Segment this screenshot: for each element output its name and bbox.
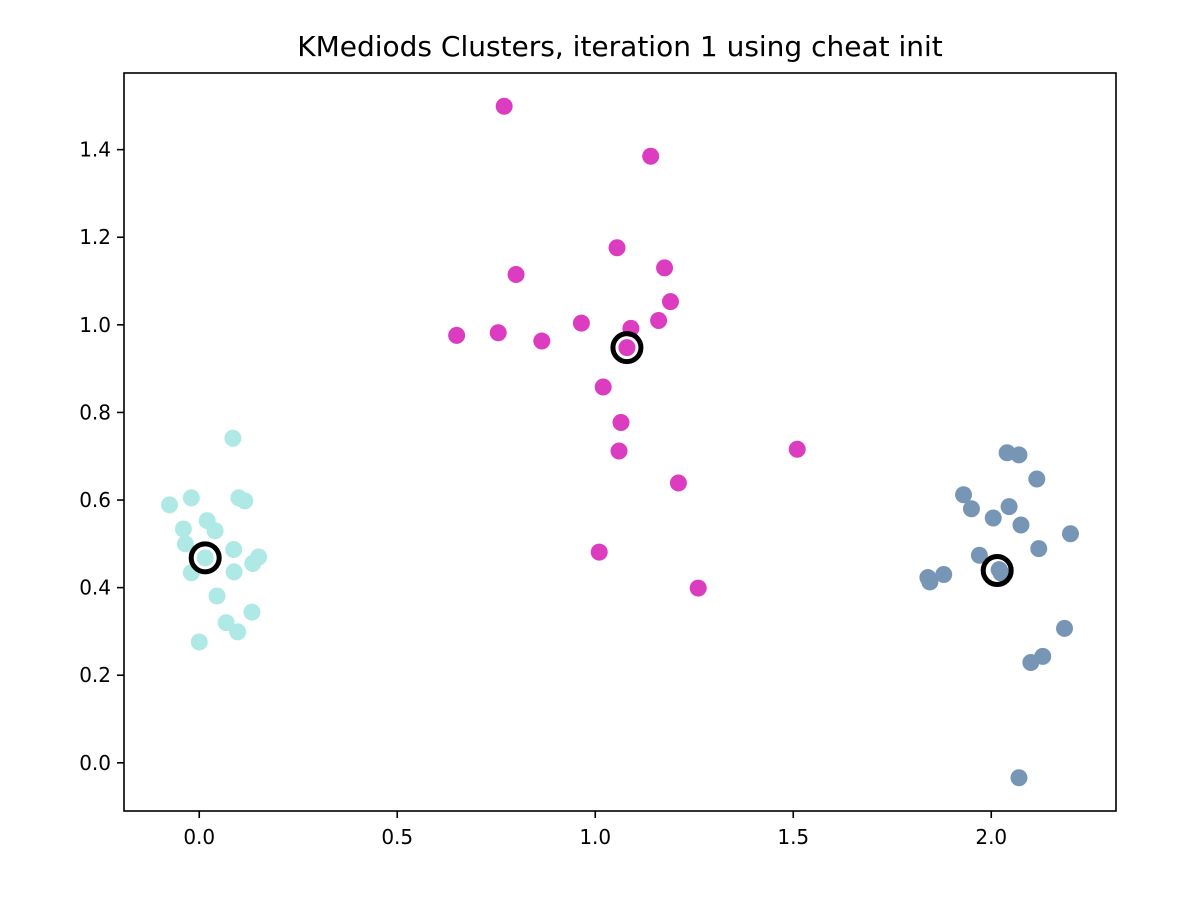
cluster-3-point (1030, 540, 1048, 558)
cluster-2-point (594, 378, 612, 396)
x-tick-label: 0.0 (183, 825, 215, 849)
medoid-marker (980, 554, 1014, 588)
cluster-2-point (448, 326, 466, 344)
cluster-3-point (1061, 525, 1079, 543)
cluster-3-point (935, 565, 953, 583)
axis-ticks: 0.0 0.5 1.0 1.5 2.0 0.0 0.2 0.4 0.6 0.8 1.0 1.2 1.4 (79, 138, 1007, 849)
cluster-2-point (572, 314, 590, 332)
cluster-2-point (507, 265, 525, 283)
cluster-2-point (533, 332, 551, 350)
cluster-1-point (217, 614, 235, 632)
cluster-3-point (955, 486, 973, 504)
cluster-3-point (984, 509, 1002, 527)
cluster-1-point (206, 522, 224, 540)
y-tick-label: 0.4 (79, 576, 111, 600)
cluster-3-point (1056, 619, 1074, 637)
cluster-3-point (1010, 446, 1028, 464)
cluster-3-point (1028, 470, 1046, 488)
y-tick-label: 1.2 (79, 225, 111, 249)
cluster-2-point (669, 474, 687, 492)
cluster-1-point (224, 429, 242, 447)
medoid-marker (610, 331, 644, 365)
y-tick-label: 1.4 (79, 138, 111, 162)
x-tick-label: 0.5 (381, 825, 413, 849)
cluster-2-point (656, 259, 674, 277)
cluster-3-point (992, 564, 1010, 582)
medoid-markers (188, 331, 1014, 588)
chart-title: KMediods Clusters, iteration 1 using che… (297, 30, 943, 63)
x-tick-label: 1.0 (579, 825, 611, 849)
cluster-1-point (225, 541, 243, 559)
cluster-2-point (650, 311, 668, 329)
cluster-2-point (642, 147, 660, 165)
cluster-1-point (244, 555, 262, 573)
y-tick-label: 0.8 (79, 400, 111, 424)
cluster-2-point (661, 293, 679, 311)
cluster-1-point (243, 603, 261, 621)
cluster-1-point (208, 587, 226, 605)
cluster-2-point (590, 543, 608, 561)
cluster-1-point (182, 489, 200, 507)
cluster-2-point (689, 579, 707, 597)
cluster-1-point (229, 623, 247, 641)
cluster-1-point (161, 496, 179, 514)
cluster-3-point (970, 546, 988, 564)
cluster-2-point (610, 442, 628, 460)
cluster-3-point (1010, 769, 1028, 787)
cluster-1-point (225, 563, 243, 581)
cluster-3-point (1022, 654, 1040, 672)
cluster-2-point (618, 339, 636, 357)
cluster-1-point (190, 633, 208, 651)
cluster-2-point (608, 239, 626, 257)
cluster-1-point (196, 549, 214, 567)
cluster-2-point (489, 324, 507, 342)
y-tick-label: 1.0 (79, 313, 111, 337)
cluster-3-point (1012, 516, 1030, 534)
medoid-marker (188, 541, 222, 575)
cluster-1-point (176, 535, 194, 553)
y-tick-label: 0.2 (79, 663, 111, 687)
y-tick-label: 0.0 (79, 751, 111, 775)
y-tick-label: 0.6 (79, 488, 111, 512)
data-points (161, 97, 1079, 787)
cluster-3-point (1000, 498, 1018, 516)
cluster-2-point (495, 97, 513, 115)
x-tick-label: 2.0 (975, 825, 1007, 849)
cluster-1-point (236, 492, 254, 510)
x-tick-label: 1.5 (777, 825, 809, 849)
plot-frame (123, 72, 1117, 812)
cluster-2-point (612, 414, 630, 432)
cluster-3-point (962, 500, 980, 518)
cluster-2-point (788, 440, 806, 458)
cluster-1-point (174, 520, 192, 538)
cluster-3-point (921, 573, 939, 591)
